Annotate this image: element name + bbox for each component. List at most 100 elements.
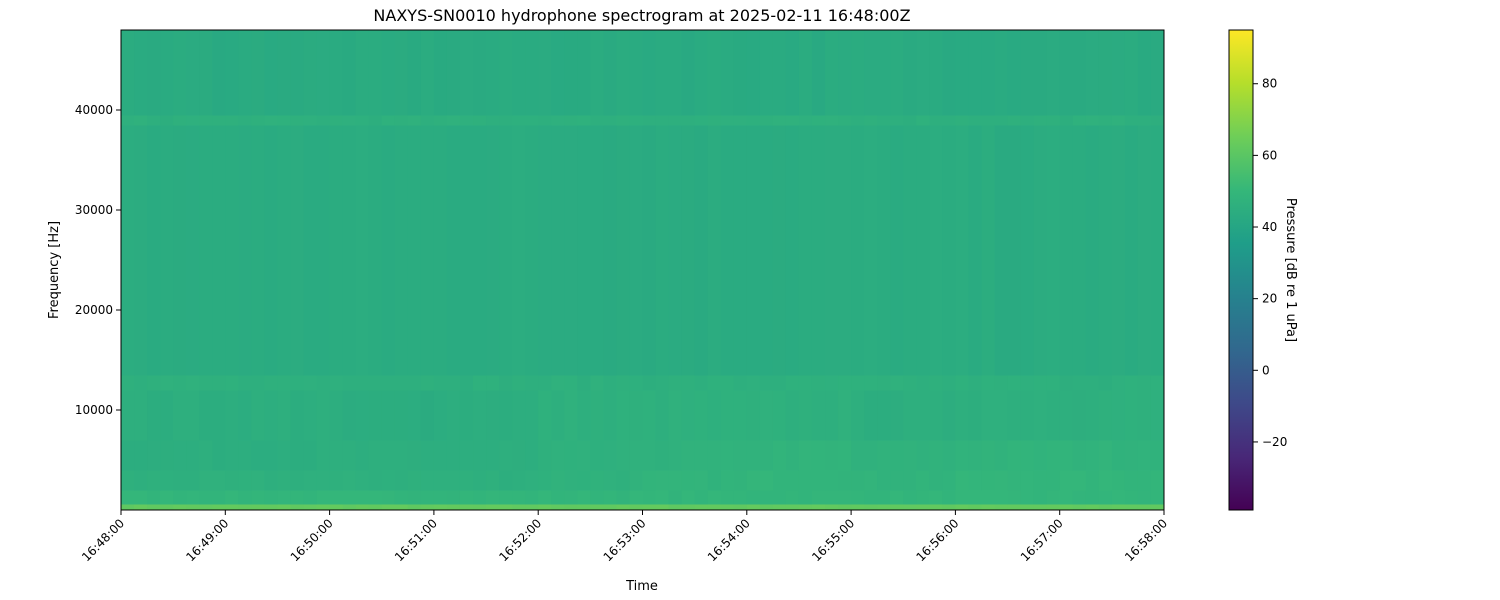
heatmap-cell xyxy=(1111,490,1126,505)
heatmap-cell xyxy=(798,470,813,491)
heatmap-cell xyxy=(446,440,461,471)
heatmap-cell xyxy=(1072,470,1087,491)
heatmap-cell xyxy=(368,504,383,511)
heatmap-cell xyxy=(1072,125,1087,376)
heatmap-cell xyxy=(329,375,344,391)
heatmap-cell xyxy=(212,30,226,116)
y-tick-label: 20000 xyxy=(75,303,113,317)
heatmap-cell xyxy=(1124,470,1139,491)
heatmap-cell xyxy=(381,470,396,491)
heatmap-cell xyxy=(1059,375,1074,391)
heatmap-cell xyxy=(355,470,370,491)
heatmap-cell xyxy=(811,504,826,511)
heatmap-cell xyxy=(903,30,917,116)
heatmap-cell xyxy=(1137,390,1152,441)
heatmap-cell xyxy=(577,125,591,376)
heatmap-cell xyxy=(577,490,591,505)
heatmap-cell xyxy=(121,375,135,391)
heatmap-cell xyxy=(681,30,696,116)
y-tick-label: 40000 xyxy=(75,103,113,117)
heatmap-cell xyxy=(1072,115,1087,126)
heatmap-cell xyxy=(551,490,565,505)
heatmap-cell xyxy=(1150,490,1165,505)
heatmap-cell xyxy=(486,125,500,376)
heatmap-cell xyxy=(1124,30,1139,116)
heatmap-cell xyxy=(355,30,370,116)
heatmap-cell xyxy=(1111,470,1126,491)
heatmap-cell xyxy=(655,30,670,116)
heatmap-cell xyxy=(303,30,318,116)
heatmap-cell xyxy=(342,375,357,391)
heatmap-cell xyxy=(1020,504,1035,511)
colorbar-tick-label: −20 xyxy=(1262,435,1287,449)
heatmap-cell xyxy=(603,115,617,126)
heatmap-cell xyxy=(160,504,174,511)
heatmap-cell xyxy=(994,375,1009,391)
heatmap-cell xyxy=(851,440,865,471)
heatmap-cell xyxy=(1020,115,1035,126)
heatmap-cell xyxy=(720,490,735,505)
heatmap-cell xyxy=(1111,440,1126,471)
heatmap-cell xyxy=(538,375,552,391)
heatmap-cell xyxy=(720,375,735,391)
heatmap-cell xyxy=(1059,490,1074,505)
heatmap-cell xyxy=(147,30,161,116)
heatmap-cell xyxy=(694,490,709,505)
x-tick-label: 16:55:00 xyxy=(809,516,857,564)
heatmap-cell xyxy=(1111,375,1126,391)
heatmap-cell xyxy=(290,390,305,441)
heatmap-cell xyxy=(342,440,357,471)
heatmap-cell xyxy=(329,470,344,491)
heatmap-cell xyxy=(733,440,748,471)
heatmap-cell xyxy=(864,504,878,511)
heatmap-cell xyxy=(642,504,657,511)
heatmap-cell xyxy=(551,470,565,491)
heatmap-cell xyxy=(694,470,709,491)
heatmap-cell xyxy=(316,375,331,391)
heatmap-cell xyxy=(681,390,696,441)
heatmap-cell xyxy=(316,470,331,491)
heatmap-cell xyxy=(264,490,278,505)
heatmap-cell xyxy=(929,470,943,491)
heatmap-cell xyxy=(551,115,565,126)
heatmap-cell xyxy=(355,125,370,376)
heatmap-cell xyxy=(890,470,904,491)
heatmap-cell xyxy=(251,490,265,505)
heatmap-cell xyxy=(264,470,278,491)
heatmap-cell xyxy=(551,30,565,116)
heatmap-cell xyxy=(903,390,917,441)
heatmap-cell xyxy=(694,375,709,391)
heatmap-cell xyxy=(994,470,1009,491)
heatmap-cell xyxy=(629,470,643,491)
heatmap-cell xyxy=(655,375,670,391)
heatmap-cell xyxy=(329,440,344,471)
heatmap-cell xyxy=(772,115,787,126)
heatmap-cell xyxy=(994,440,1009,471)
heatmap-cell xyxy=(772,470,787,491)
heatmap-cell xyxy=(499,490,513,505)
heatmap-cell xyxy=(538,30,552,116)
heatmap-cell xyxy=(590,470,604,491)
heatmap-cell xyxy=(1007,390,1022,441)
heatmap-cell xyxy=(955,115,969,126)
heatmap-cell xyxy=(1137,115,1152,126)
heatmap-cell xyxy=(916,375,930,391)
heatmap-cell xyxy=(903,470,917,491)
heatmap-cell xyxy=(851,375,865,391)
heatmap-cell xyxy=(564,470,578,491)
colorbar-axis: −20 0 20 40 60 80 xyxy=(1253,77,1287,449)
heatmap-cell xyxy=(864,30,878,116)
heatmap-cell xyxy=(629,440,643,471)
heatmap-cell xyxy=(264,125,278,376)
heatmap-cell xyxy=(394,125,409,376)
heatmap-cell xyxy=(264,375,278,391)
heatmap-cell xyxy=(186,30,200,116)
heatmap-cell xyxy=(968,440,982,471)
y-tick-label: 10000 xyxy=(75,403,113,417)
heatmap-cell xyxy=(303,115,318,126)
heatmap-cell xyxy=(864,440,878,471)
heatmap-cell xyxy=(512,115,526,126)
heatmap-cell xyxy=(134,470,148,491)
heatmap-cell xyxy=(407,30,422,116)
